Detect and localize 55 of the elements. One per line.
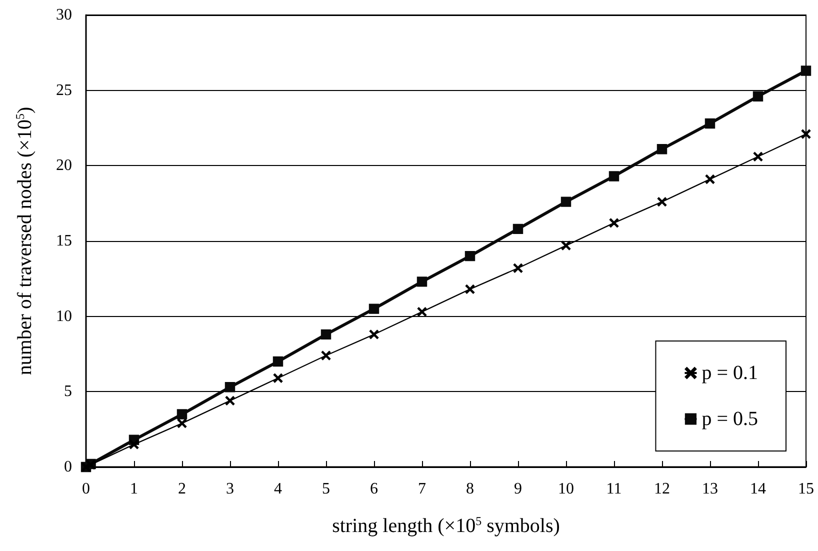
x-tick-label: 8 bbox=[466, 480, 474, 498]
point bbox=[801, 129, 811, 139]
y-tick-label: 5 bbox=[64, 383, 72, 400]
point bbox=[225, 396, 235, 406]
x-tick-label: 6 bbox=[370, 480, 378, 498]
y-tick-label: 30 bbox=[56, 6, 72, 24]
point bbox=[513, 264, 523, 273]
legend-label: p = 0.1 bbox=[702, 362, 758, 384]
point bbox=[177, 418, 187, 428]
point bbox=[705, 174, 715, 184]
y-tick-label: 0 bbox=[64, 458, 72, 476]
x-tick-label: 12 bbox=[654, 480, 670, 498]
x-tick-label: 14 bbox=[750, 480, 766, 498]
point bbox=[657, 197, 667, 206]
point bbox=[176, 409, 188, 420]
x-tick-label: 9 bbox=[514, 480, 522, 498]
point bbox=[608, 171, 620, 182]
x-tick-label: 15 bbox=[798, 480, 814, 498]
x-tick-label: 2 bbox=[178, 480, 186, 498]
point bbox=[368, 304, 380, 314]
point bbox=[512, 224, 524, 234]
point bbox=[224, 382, 236, 392]
point bbox=[417, 307, 427, 316]
point bbox=[272, 356, 284, 367]
point bbox=[800, 66, 812, 76]
point bbox=[129, 440, 139, 449]
y-tick-label: 25 bbox=[56, 82, 72, 99]
x-tick-label: 4 bbox=[274, 480, 282, 498]
x-tick-label: 5 bbox=[322, 480, 330, 498]
x-tick-label: 7 bbox=[418, 480, 426, 498]
point bbox=[704, 118, 716, 129]
y-tick-label: 15 bbox=[56, 232, 72, 250]
point bbox=[656, 144, 668, 154]
x-tick-label: 1 bbox=[130, 480, 138, 498]
point bbox=[560, 196, 572, 207]
point bbox=[369, 330, 379, 340]
point bbox=[561, 240, 571, 250]
y-tick-label: 20 bbox=[56, 157, 72, 174]
legend-label: p = 0.5 bbox=[702, 408, 758, 430]
point bbox=[320, 329, 332, 340]
x-tick-label: 0 bbox=[82, 480, 90, 498]
point bbox=[752, 91, 764, 102]
point bbox=[609, 218, 619, 228]
x-tick-label: 3 bbox=[226, 480, 234, 498]
x-tick-label: 13 bbox=[702, 480, 718, 498]
point bbox=[416, 276, 428, 287]
x-tick-label: 10 bbox=[558, 480, 574, 498]
y-axis-title: number of traversed nodes (×105) bbox=[13, 106, 36, 376]
x-tick-label: 11 bbox=[606, 480, 622, 498]
point bbox=[753, 152, 763, 162]
y-tick-label: 10 bbox=[56, 308, 72, 325]
point bbox=[321, 350, 331, 360]
point bbox=[465, 284, 475, 294]
point bbox=[464, 250, 476, 262]
point bbox=[273, 374, 283, 383]
